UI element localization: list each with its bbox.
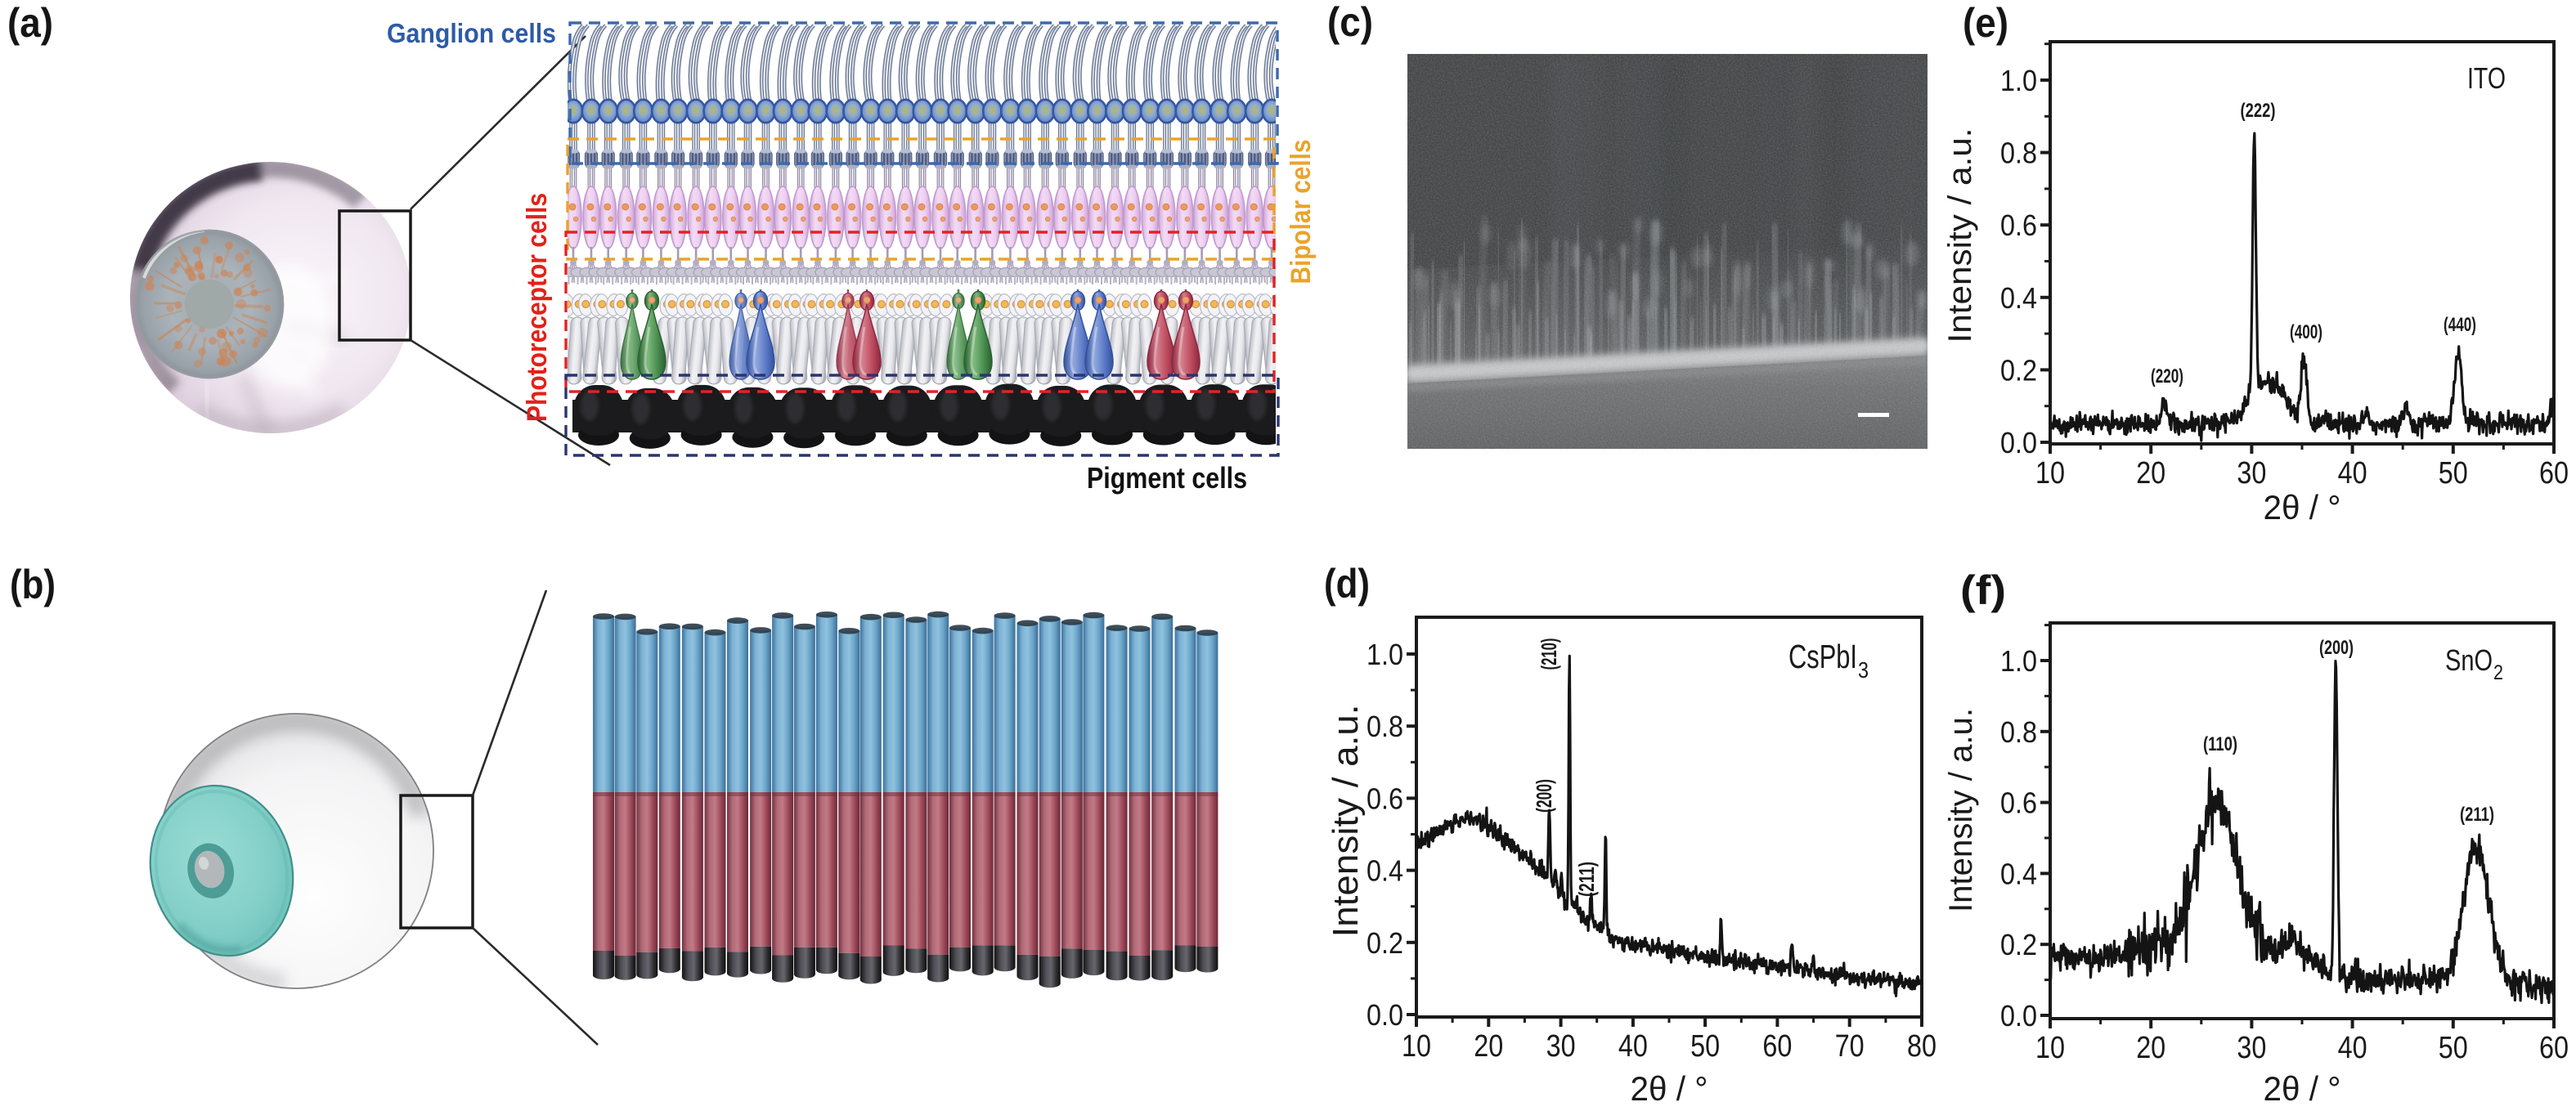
svg-text:(e): (e) — [1963, 0, 2008, 46]
svg-text:0.2: 0.2 — [1367, 926, 1403, 960]
svg-text:20: 20 — [2136, 1031, 2165, 1065]
svg-text:Pigment cells: Pigment cells — [1087, 461, 1247, 495]
svg-text:50: 50 — [2439, 456, 2468, 491]
svg-text:(d): (d) — [1324, 561, 1370, 607]
svg-text:(f): (f) — [1960, 567, 2006, 613]
svg-text:Ganglion cells: Ganglion cells — [387, 18, 556, 48]
svg-text:40: 40 — [2338, 456, 2367, 491]
svg-text:ITO: ITO — [2467, 61, 2506, 95]
svg-text:20: 20 — [1474, 1029, 1503, 1064]
svg-text:60: 60 — [2539, 456, 2569, 491]
svg-text:70: 70 — [1835, 1029, 1865, 1064]
svg-text:2θ / °: 2θ / ° — [2264, 1069, 2341, 1108]
svg-text:(c): (c) — [1327, 0, 1373, 45]
svg-text:30: 30 — [2237, 1031, 2266, 1065]
svg-text:0.6: 0.6 — [2000, 208, 2037, 242]
svg-text:Photoreceptor cells: Photoreceptor cells — [522, 193, 553, 422]
svg-text:SnO: SnO — [2445, 643, 2493, 677]
svg-text:(210): (210) — [1537, 638, 1561, 670]
svg-text:0.6: 0.6 — [2000, 786, 2037, 820]
svg-text:Intensity / a.u.: Intensity / a.u. — [1942, 128, 1978, 343]
svg-text:10: 10 — [2035, 456, 2065, 491]
svg-text:30: 30 — [2237, 456, 2266, 491]
svg-text:(400): (400) — [2290, 321, 2322, 343]
svg-text:2: 2 — [2493, 661, 2503, 684]
svg-text:3: 3 — [1858, 657, 1869, 683]
svg-text:(200): (200) — [2319, 637, 2354, 659]
svg-text:(440): (440) — [2444, 314, 2476, 336]
svg-text:0.0: 0.0 — [2000, 999, 2037, 1033]
svg-text:30: 30 — [1546, 1029, 1576, 1064]
svg-text:(211): (211) — [1574, 862, 1599, 897]
svg-text:60: 60 — [1762, 1029, 1792, 1064]
svg-text:(222): (222) — [2241, 100, 2276, 122]
svg-text:0.8: 0.8 — [2000, 715, 2037, 749]
svg-text:1.0: 1.0 — [1367, 638, 1403, 671]
svg-text:2θ / °: 2θ / ° — [2264, 488, 2341, 526]
svg-text:0.2: 0.2 — [2000, 353, 2037, 387]
svg-text:60: 60 — [2539, 1031, 2569, 1065]
svg-text:(b): (b) — [10, 562, 56, 607]
svg-text:0.6: 0.6 — [1367, 782, 1403, 815]
svg-text:10: 10 — [1402, 1029, 1431, 1064]
svg-text:2θ / °: 2θ / ° — [1631, 1069, 1708, 1108]
svg-text:(200): (200) — [1532, 779, 1556, 813]
svg-text:0.8: 0.8 — [2000, 137, 2037, 170]
svg-text:20: 20 — [2136, 456, 2165, 491]
svg-text:CsPbI: CsPbI — [1788, 638, 1857, 675]
svg-text:40: 40 — [2338, 1031, 2367, 1065]
svg-text:1.0: 1.0 — [2000, 64, 2037, 97]
svg-text:0.0: 0.0 — [1367, 998, 1403, 1032]
svg-text:50: 50 — [2439, 1031, 2468, 1065]
svg-text:Bipolar cells: Bipolar cells — [1286, 140, 1317, 284]
svg-text:1.0: 1.0 — [2000, 644, 2037, 678]
svg-text:0.0: 0.0 — [2000, 426, 2037, 459]
svg-text:0.4: 0.4 — [2000, 281, 2037, 315]
svg-text:50: 50 — [1690, 1029, 1720, 1064]
svg-text:0.8: 0.8 — [1367, 710, 1403, 743]
svg-text:40: 40 — [1618, 1029, 1648, 1064]
svg-text:Intensity / a.u.: Intensity / a.u. — [1943, 708, 1979, 912]
svg-text:(211): (211) — [2460, 804, 2494, 826]
svg-text:(110): (110) — [2203, 733, 2237, 755]
svg-text:80: 80 — [1907, 1029, 1936, 1064]
svg-text:10: 10 — [2035, 1031, 2065, 1065]
svg-text:Intensity / a.u.: Intensity / a.u. — [1326, 705, 1366, 938]
svg-text:0.2: 0.2 — [2000, 928, 2037, 961]
svg-text:(220): (220) — [2151, 365, 2183, 388]
svg-text:0.4: 0.4 — [1367, 854, 1403, 888]
svg-text:0.4: 0.4 — [2000, 857, 2037, 890]
svg-text:(a): (a) — [7, 0, 53, 46]
